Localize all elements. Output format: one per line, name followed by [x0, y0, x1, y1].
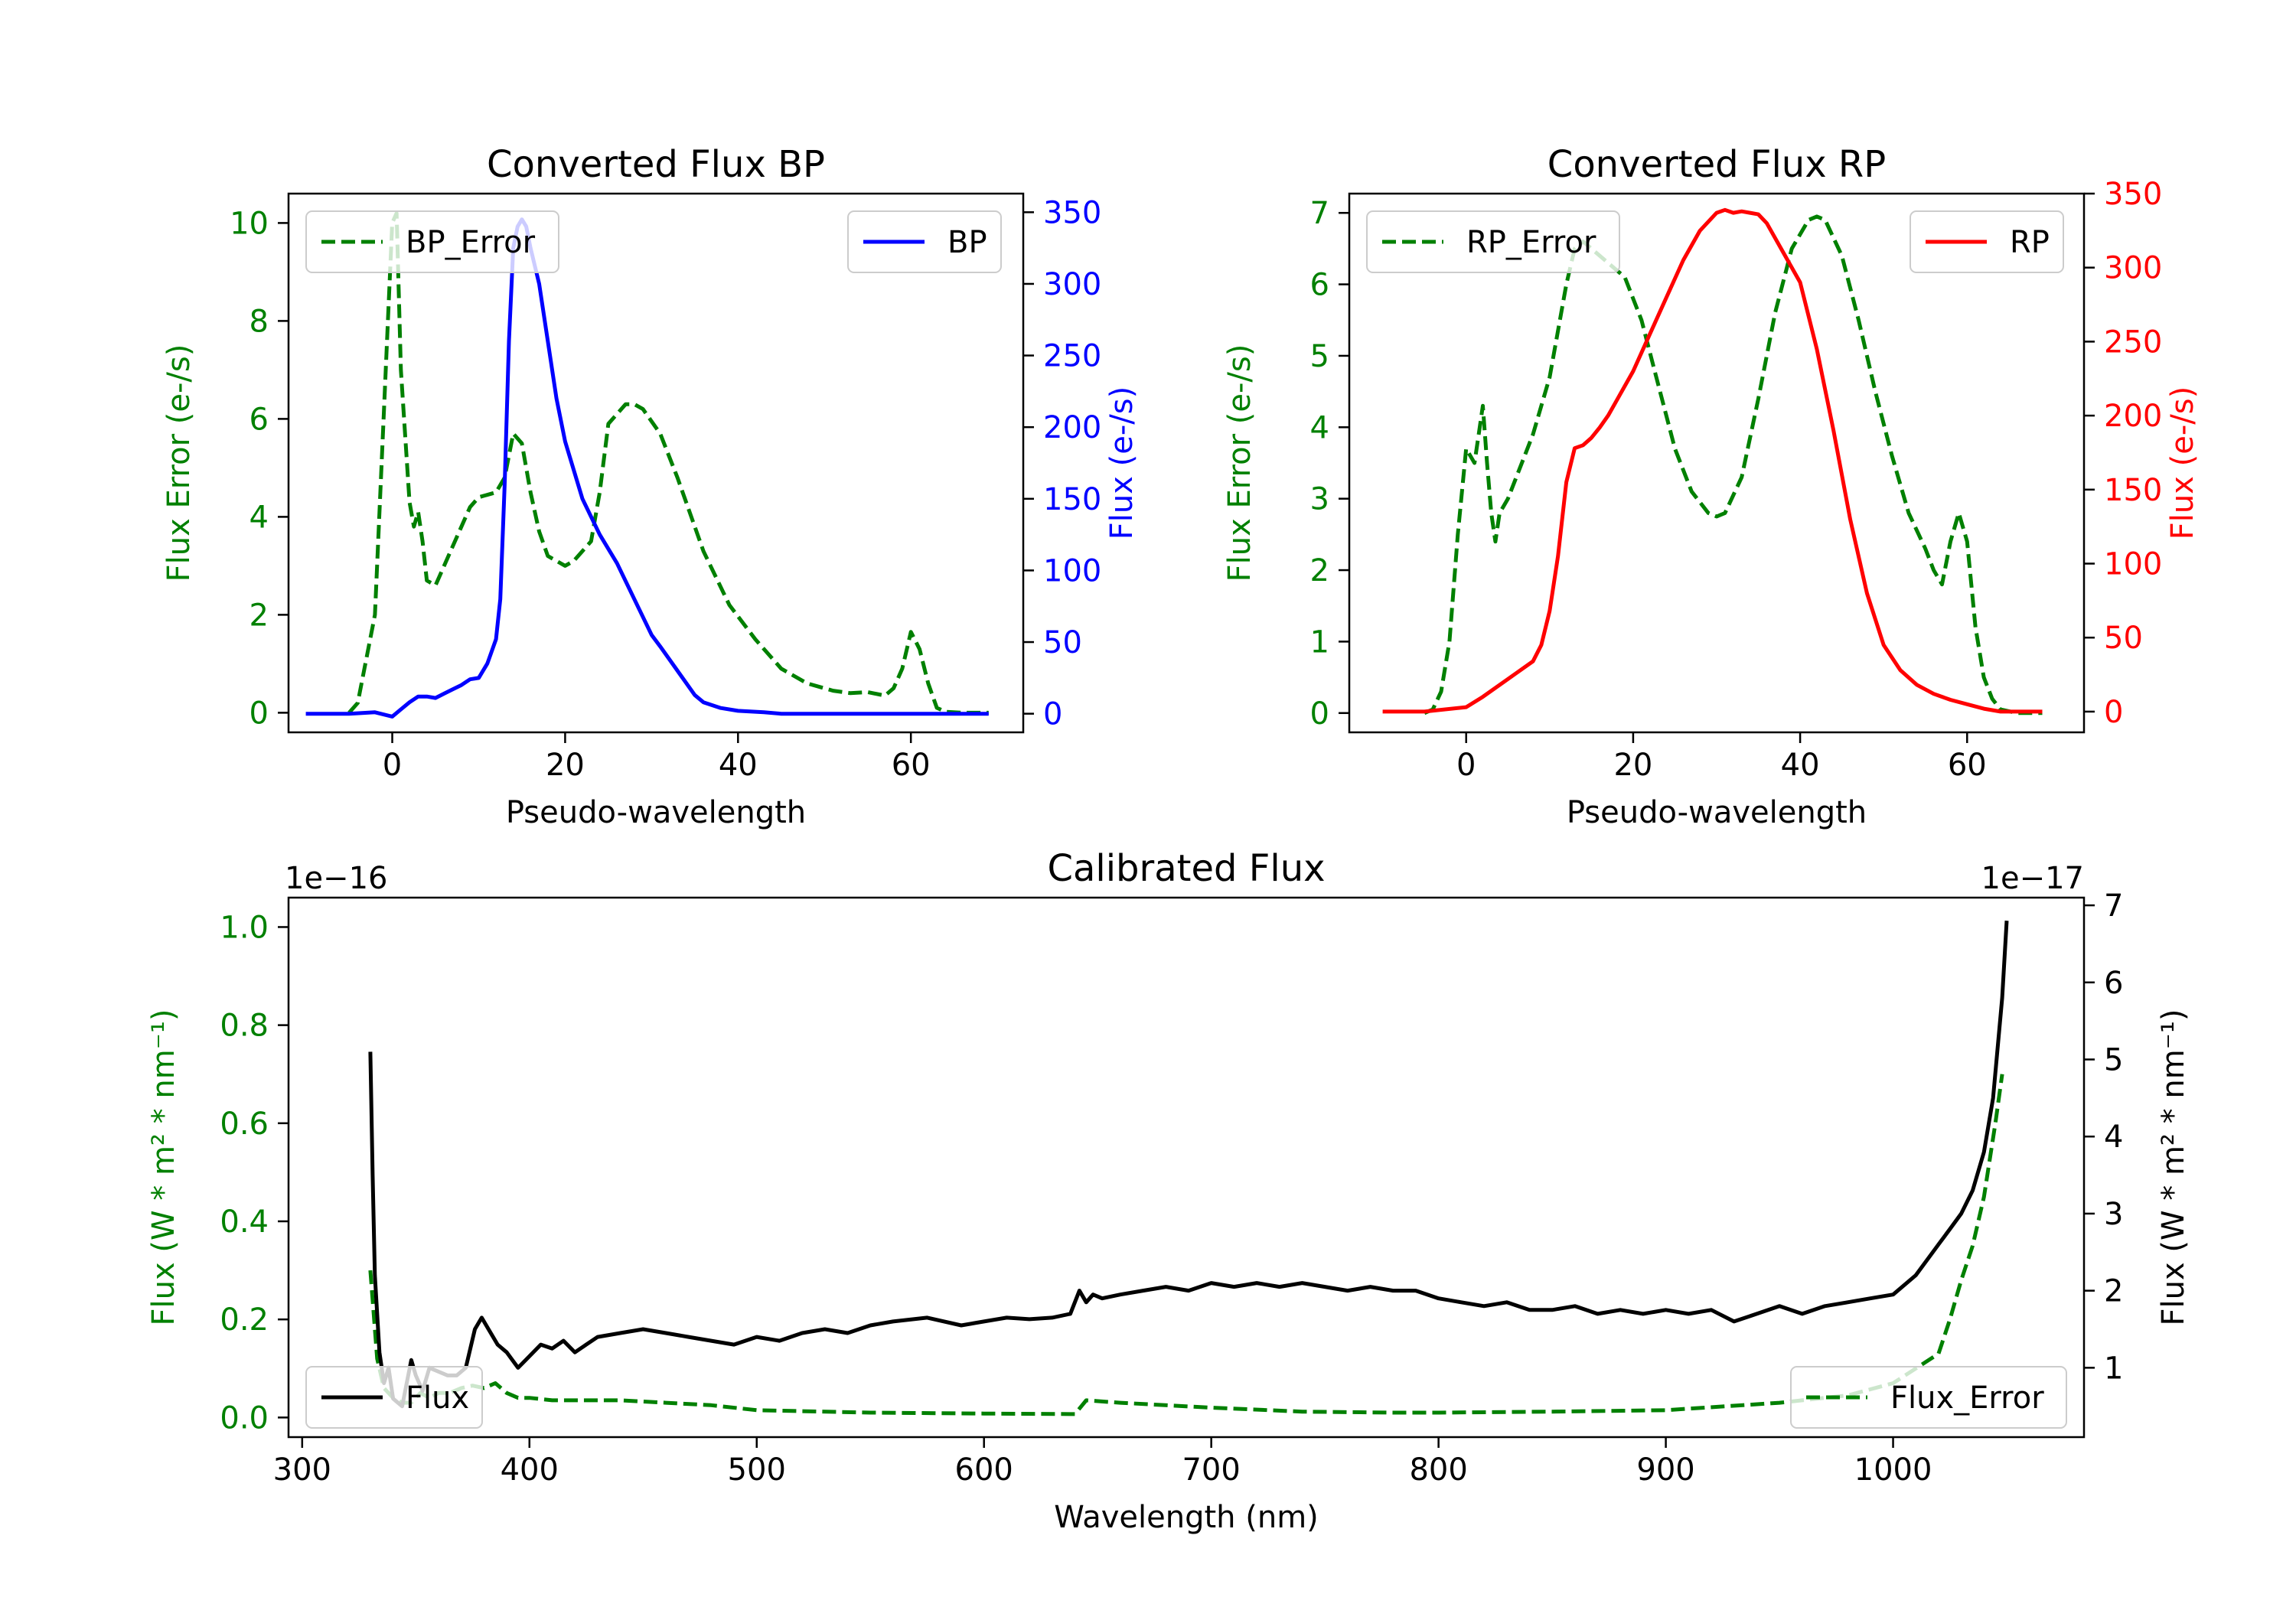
chart2-series-rp-error — [1424, 214, 2043, 715]
chart2-xlabel: Pseudo-wavelength — [1567, 795, 1867, 830]
chart2-ytick-left-label: 6 — [1310, 268, 1329, 303]
chart1-ytick-left-label: 10 — [230, 206, 269, 241]
chart3-ytick-left-label: 1.0 — [220, 910, 269, 945]
chart1-ytick-left-label: 4 — [249, 500, 269, 535]
chart3-ytick-right-label: 2 — [2104, 1274, 2123, 1309]
chart2-xtick-label: 40 — [1781, 748, 1820, 783]
chart3-frame — [287, 896, 2086, 1439]
chart2-ytick-right-label: 50 — [2104, 621, 2143, 656]
chart3-legend-left-label: Flux — [406, 1380, 469, 1416]
chart1-legend-right-label: BP — [947, 225, 987, 260]
chart3-xlabel: Wavelength (nm) — [1054, 1500, 1319, 1535]
chart1-frame — [287, 192, 1025, 734]
chart2-legend-left-label: RP_Error — [1466, 225, 1596, 260]
chart3-ytick-right-label: 4 — [2104, 1120, 2123, 1155]
chart3-offset-right: 1e−17 — [1981, 861, 2084, 896]
chart3-offset-left: 1e−16 — [285, 861, 387, 896]
chart3-ylabel-left: Flux (W * m² * nm⁻¹) — [146, 1009, 181, 1326]
chart1-ytick-right-label: 100 — [1043, 553, 1101, 588]
chart1-series-bp-error — [347, 211, 989, 715]
chart2-xtick-label: 60 — [1948, 748, 1987, 783]
chart2-ytick-right-label: 150 — [2104, 473, 2162, 508]
chart2-title: Converted Flux RP — [1548, 143, 1886, 186]
chart3-ytick-left-label: 0.4 — [220, 1204, 269, 1240]
chart2-ylabel-right: Flux (e-/s) — [2165, 386, 2200, 539]
chart3-ytick-left-label: 0.2 — [220, 1302, 269, 1338]
chart3-xtick-label: 700 — [1182, 1452, 1240, 1488]
chart3-title: Calibrated Flux — [1047, 847, 1325, 890]
chart3-ytick-right-label: 1 — [2104, 1351, 2123, 1386]
chart2-series-rp — [1382, 207, 2043, 714]
chart2-legend-left-box — [1366, 210, 1620, 273]
chart2-ytick-left-label: 5 — [1310, 339, 1329, 374]
chart2-ytick-right-label: 300 — [2104, 251, 2162, 286]
chart2-ytick-right-label: 200 — [2104, 399, 2162, 434]
chart1-ytick-right-label: 300 — [1043, 267, 1101, 302]
chart2-ytick-right-label: 100 — [2104, 547, 2162, 582]
chart3-series-flux-error — [368, 1074, 2004, 1416]
chart3-xtick-label: 900 — [1636, 1452, 1694, 1488]
chart1-ytick-right-label: 350 — [1043, 195, 1101, 230]
chart1-ytick-left-label: 6 — [249, 402, 269, 437]
chart2-ytick-right-label: 0 — [2104, 695, 2123, 730]
chart2-ylabel-left: Flux Error (e-/s) — [1222, 344, 1257, 582]
chart2-frame — [1348, 192, 2086, 734]
chart3-xtick-label: 300 — [273, 1452, 331, 1488]
chart3-ytick-right-label: 7 — [2104, 888, 2123, 924]
chart3-legend-right-label: Flux_Error — [1890, 1380, 2044, 1416]
chart2-ytick-right-label: 250 — [2104, 324, 2162, 360]
chart2-ytick-left-label: 4 — [1310, 410, 1329, 445]
chart1-ytick-left-label: 8 — [249, 304, 269, 339]
chart3-xtick-label: 500 — [728, 1452, 786, 1488]
chart2-ytick-left-label: 0 — [1310, 696, 1329, 732]
chart2-legend-right-label: RP — [2010, 225, 2050, 260]
chart1-xlabel: Pseudo-wavelength — [506, 795, 806, 830]
chart1-ytick-right-label: 50 — [1043, 625, 1082, 660]
chart2-ytick-left-label: 3 — [1310, 482, 1329, 517]
chart1-ylabel-left: Flux Error (e-/s) — [161, 344, 197, 582]
chart3-legend-right-box — [1790, 1366, 2067, 1429]
chart1-ylabel-right: Flux (e-/s) — [1104, 386, 1140, 539]
chart3-ylabel-right: Flux (W * m² * nm⁻¹) — [2156, 1009, 2191, 1326]
chart3-ytick-left-label: 0.0 — [220, 1400, 269, 1436]
chart1-legend-left-label: BP_Error — [406, 225, 536, 260]
chart1-ytick-right-label: 0 — [1043, 697, 1062, 732]
chart2-xtick-label: 0 — [1456, 748, 1476, 783]
chart2-xtick-label: 20 — [1613, 748, 1652, 783]
chart1-ytick-right-label: 150 — [1043, 482, 1101, 517]
chart3-xtick-label: 600 — [955, 1452, 1013, 1488]
chart3-ytick-right-label: 5 — [2104, 1043, 2123, 1078]
chart3-ytick-right-label: 3 — [2104, 1197, 2123, 1232]
chart1-ytick-left-label: 2 — [249, 598, 269, 633]
chart3-ytick-left-label: 0.6 — [220, 1107, 269, 1142]
chart3-ytick-left-label: 0.8 — [220, 1009, 269, 1044]
chart2-ytick-left-label: 1 — [1310, 624, 1329, 660]
chart2-ytick-left-label: 2 — [1310, 553, 1329, 588]
chart1-xtick-label: 60 — [892, 748, 931, 783]
chart2-ytick-right-label: 350 — [2104, 177, 2162, 212]
chart3-series-flux — [368, 921, 2009, 1409]
chart1-xtick-label: 20 — [546, 748, 585, 783]
chart3-xtick-label: 400 — [501, 1452, 559, 1488]
chart3-ytick-right-label: 6 — [2104, 966, 2123, 1001]
chart1-ytick-left-label: 0 — [249, 696, 269, 731]
chart1-title: Converted Flux BP — [487, 143, 825, 186]
chart1-xtick-label: 40 — [719, 748, 758, 783]
chart2-ytick-left-label: 7 — [1310, 196, 1329, 231]
chart1-ytick-right-label: 200 — [1043, 410, 1101, 445]
chart3-legend-left-box — [305, 1366, 483, 1429]
chart3-xtick-label: 800 — [1409, 1452, 1467, 1488]
chart1-legend-left-box — [305, 210, 559, 273]
chart1-ytick-right-label: 250 — [1043, 339, 1101, 374]
chart1-xtick-label: 0 — [383, 748, 402, 783]
chart3-xtick-label: 1000 — [1854, 1452, 1932, 1488]
